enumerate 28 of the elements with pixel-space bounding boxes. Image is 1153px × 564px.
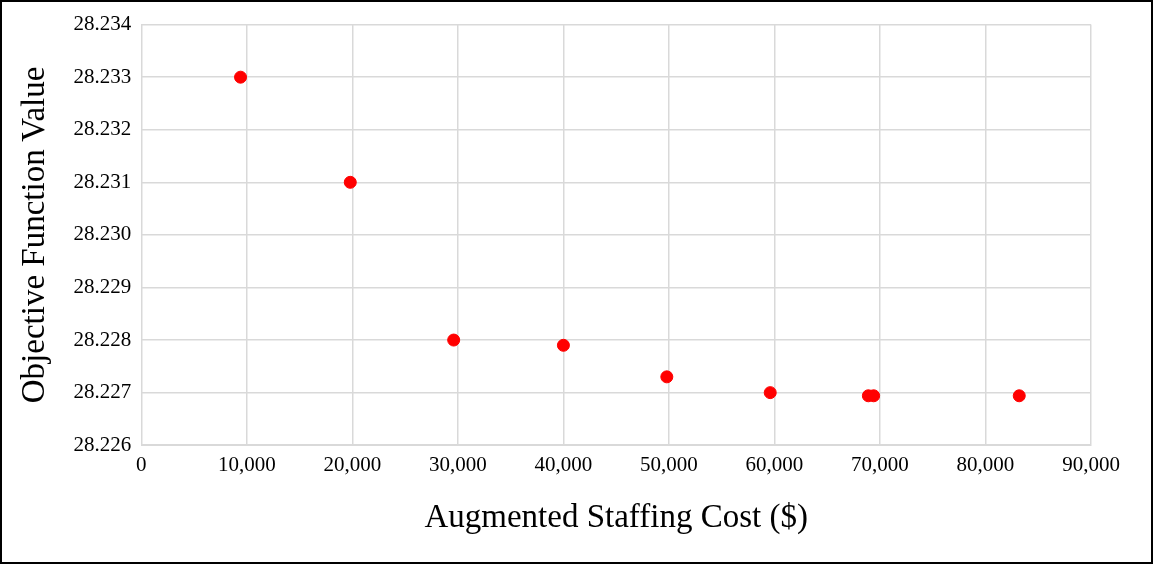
x-tick-label: 70,000 bbox=[851, 452, 909, 477]
x-axis-title: Augmented Staffing Cost ($) bbox=[424, 497, 808, 535]
x-tick-label: 40,000 bbox=[534, 452, 593, 477]
x-tick-label: 60,000 bbox=[745, 452, 804, 477]
y-axis-title: Objective Function Value bbox=[15, 66, 52, 404]
x-tick-label: 20,000 bbox=[323, 452, 382, 477]
y-tick-label: 28.231 bbox=[73, 168, 132, 193]
point bbox=[556, 338, 570, 352]
y-tick-label: 28.229 bbox=[73, 273, 132, 298]
x-tick-label: 80,000 bbox=[956, 452, 1015, 477]
y-tick-label: 28.226 bbox=[73, 431, 132, 456]
y-tick-label: 28.230 bbox=[73, 221, 132, 246]
y-tick-label: 28.227 bbox=[73, 379, 132, 404]
point bbox=[343, 175, 357, 189]
point bbox=[447, 333, 461, 347]
point bbox=[234, 70, 248, 84]
x-tick-label: 10,000 bbox=[217, 452, 276, 477]
x-tick-label: 30,000 bbox=[429, 452, 487, 477]
x-tick-label: 0 bbox=[136, 452, 147, 477]
y-tick-label: 28.234 bbox=[73, 11, 132, 36]
point bbox=[1012, 389, 1026, 403]
point bbox=[660, 370, 674, 384]
x-tick-label: 90,000 bbox=[1062, 452, 1120, 477]
y-tick-label: 28.233 bbox=[73, 63, 132, 88]
y-tick-label: 28.228 bbox=[73, 326, 132, 351]
y-tick-label: 28.232 bbox=[73, 116, 132, 141]
point bbox=[763, 386, 777, 400]
x-tick-label: 50,000 bbox=[640, 452, 698, 477]
